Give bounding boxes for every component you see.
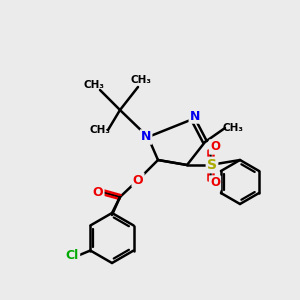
- Text: O: O: [210, 176, 220, 190]
- Text: CH₃: CH₃: [89, 125, 110, 135]
- Text: O: O: [133, 173, 143, 187]
- Text: O: O: [210, 140, 220, 154]
- Text: CH₃: CH₃: [130, 75, 152, 85]
- Text: N: N: [190, 110, 200, 122]
- Text: CH₃: CH₃: [223, 123, 244, 133]
- Text: N: N: [141, 130, 151, 143]
- Text: S: S: [207, 158, 217, 172]
- Text: CH₃: CH₃: [83, 80, 104, 90]
- Text: Cl: Cl: [66, 249, 79, 262]
- Text: O: O: [93, 185, 103, 199]
